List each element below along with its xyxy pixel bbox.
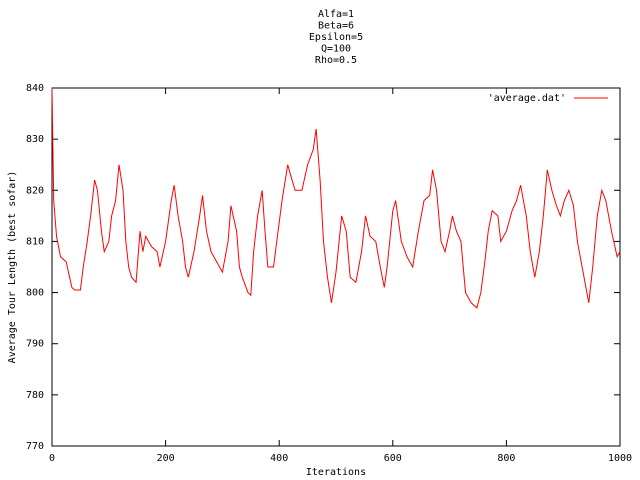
x-tick-label: 1000	[608, 453, 632, 464]
chart-title: Rho=0.5	[315, 55, 357, 66]
legend-label: 'average.dat'	[488, 93, 566, 104]
y-tick-label: 810	[26, 236, 44, 247]
chart-title: Q=100	[321, 44, 351, 55]
y-tick-label: 770	[26, 441, 44, 452]
y-tick-label: 780	[26, 390, 44, 401]
y-tick-label: 830	[26, 134, 44, 145]
x-tick-label: 200	[157, 453, 175, 464]
x-tick-label: 400	[270, 453, 288, 464]
x-tick-label: 0	[49, 453, 55, 464]
plot-border	[51, 87, 621, 447]
x-tick-label: 600	[384, 453, 402, 464]
y-tick-label: 800	[26, 288, 44, 299]
y-tick-label: 820	[26, 185, 44, 196]
chart-title: Alfa=1	[318, 9, 354, 20]
x-tick-label: 800	[497, 453, 515, 464]
data-line	[51, 87, 621, 309]
chart-title: Epsilon=5	[309, 32, 363, 43]
chart-title: Beta=6	[318, 21, 354, 32]
y-tick-label: 790	[26, 339, 44, 350]
y-tick-label: 840	[26, 83, 44, 94]
y-axis-label: Average Tour Length (best sofar)	[7, 171, 18, 364]
x-axis-label: Iterations	[306, 467, 366, 478]
